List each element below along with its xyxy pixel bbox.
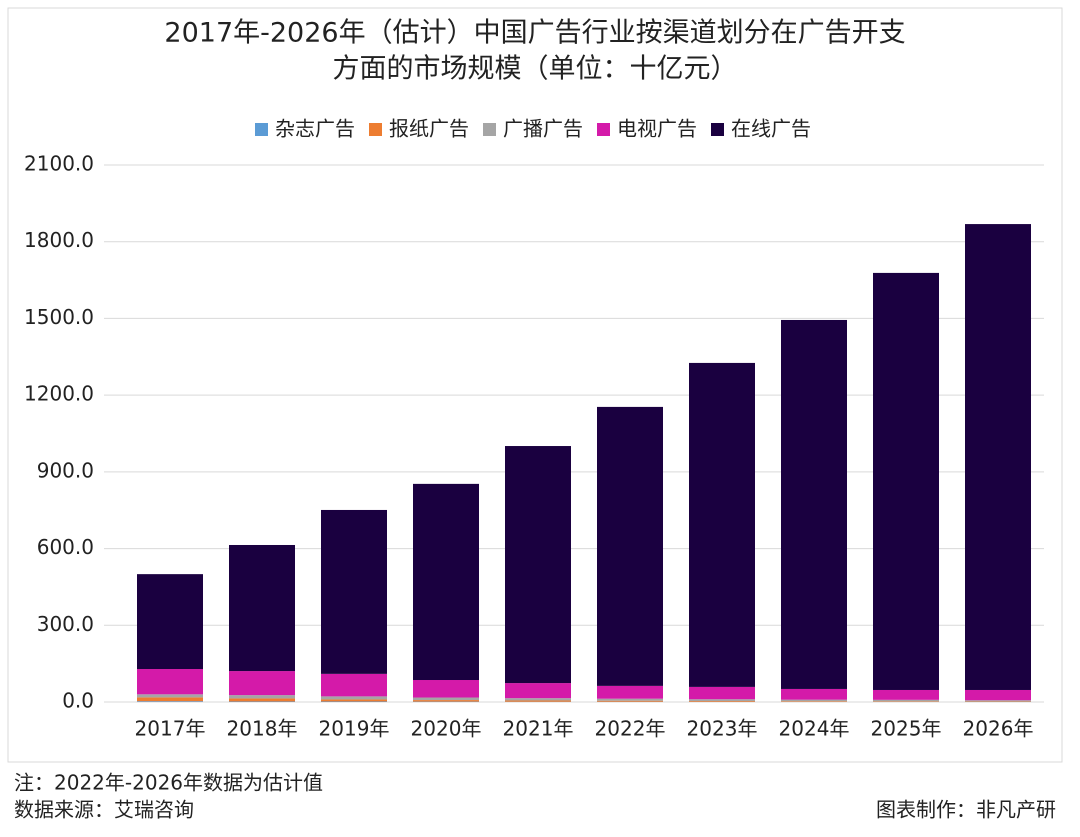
bar-segment	[137, 694, 203, 697]
bar-segment	[505, 446, 571, 683]
bar-segment	[321, 696, 387, 699]
y-tick-label: 1800.0	[24, 228, 94, 252]
bar-segment	[321, 701, 387, 702]
bar-segment	[689, 701, 755, 702]
y-tick-label: 1200.0	[24, 382, 94, 406]
note: 注：2022年-2026年数据为估计值	[14, 771, 323, 795]
bar-segment	[321, 674, 387, 697]
x-tick-label: 2022年	[595, 717, 666, 741]
bar-segment	[689, 687, 755, 699]
bar-segment	[229, 671, 295, 695]
bar-segment	[781, 700, 847, 702]
y-tick-label: 1500.0	[24, 305, 94, 329]
y-tick-label: 900.0	[37, 458, 94, 482]
x-tick-label: 2017年	[135, 717, 206, 741]
bar-segment	[137, 574, 203, 669]
bar-segment	[597, 701, 663, 702]
bar-segment	[137, 669, 203, 694]
y-tick-label: 600.0	[37, 535, 94, 559]
x-tick-label: 2023年	[687, 717, 758, 741]
bar-segment	[965, 224, 1031, 690]
legend-swatch	[369, 123, 382, 136]
bar-segment	[597, 407, 663, 686]
bar-segment	[965, 690, 1031, 700]
bar-segment	[781, 320, 847, 689]
y-tick-label: 0.0	[62, 689, 94, 713]
legend-swatch	[483, 123, 496, 136]
legend-label: 杂志广告	[275, 117, 355, 141]
bar-segment	[413, 484, 479, 680]
bar-segment	[505, 683, 571, 698]
bar-segment	[965, 700, 1031, 701]
bar-segment	[229, 701, 295, 702]
bar-segment	[413, 698, 479, 701]
chart-title: 2017年-2026年（估计）中国广告行业按渠道划分在广告开支	[164, 18, 905, 49]
x-tick-label: 2024年	[779, 717, 850, 741]
x-tick-label: 2021年	[503, 717, 574, 741]
legend-swatch	[255, 123, 268, 136]
bar-segment	[689, 699, 755, 701]
bar-segment	[137, 701, 203, 702]
bar-segment	[137, 697, 203, 701]
bar-segment	[229, 698, 295, 701]
bar-segment	[873, 701, 939, 702]
legend-label: 电视广告	[617, 117, 697, 141]
bar-segment	[505, 700, 571, 701]
bar-segment	[873, 273, 939, 690]
bar-segment	[321, 699, 387, 701]
bar-segment	[321, 510, 387, 674]
legend-swatch	[597, 123, 610, 136]
chart-title: 方面的市场规模（单位：十亿元）	[333, 54, 738, 85]
bar-segment	[873, 700, 939, 702]
x-tick-label: 2020年	[411, 717, 482, 741]
bar-segment	[781, 701, 847, 702]
bar-segment	[413, 700, 479, 702]
bar-segment	[689, 363, 755, 687]
bar-segment	[597, 686, 663, 699]
bar-segment	[413, 680, 479, 698]
bar-segment	[597, 699, 663, 701]
bar-segment	[505, 698, 571, 700]
source: 数据来源：艾瑞咨询	[14, 798, 194, 822]
bar-segment	[229, 545, 295, 671]
bar-segment	[873, 690, 939, 700]
x-tick-label: 2026年	[963, 717, 1034, 741]
credit: 图表制作：非凡产研	[876, 798, 1056, 822]
legend-label: 在线广告	[731, 117, 811, 141]
x-tick-label: 2018年	[227, 717, 298, 741]
x-tick-label: 2025年	[871, 717, 942, 741]
bar-segment	[781, 689, 847, 700]
x-tick-label: 2019年	[319, 717, 390, 741]
y-tick-label: 2100.0	[24, 152, 94, 176]
y-tick-label: 300.0	[37, 612, 94, 636]
legend-label: 广播广告	[503, 117, 583, 141]
legend-label: 报纸广告	[389, 117, 469, 141]
legend-swatch	[711, 123, 724, 136]
bar-segment	[229, 695, 295, 698]
